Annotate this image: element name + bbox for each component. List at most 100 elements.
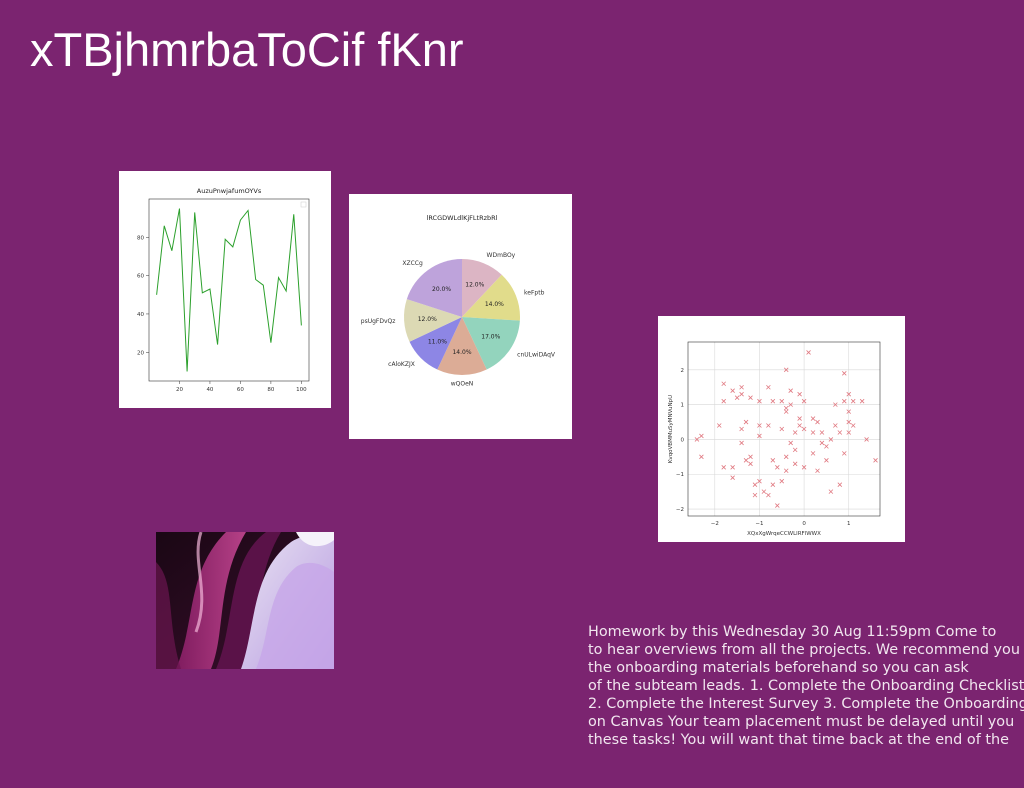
y-tick-label: 60 [137, 274, 144, 280]
x-tick-label: −2 [711, 521, 719, 527]
pie-percent-label: 20.0% [432, 286, 451, 293]
y-axis-label: KvqoVBMMuSyMNVuNpU [668, 395, 674, 463]
scatter-point [783, 468, 789, 474]
pie-slice [462, 317, 520, 370]
scatter-point-stroke [801, 426, 807, 432]
pie-slice [462, 274, 520, 321]
scatter-point-stroke [819, 440, 825, 446]
scatter-point-stroke [752, 482, 758, 487]
scatter-point-stroke [757, 433, 762, 439]
pie-chart-card: lRCGDWLdlKjFLtRzbRl 12.0% WDmBOy 14.0% keFpt… [349, 194, 572, 439]
scatter-point-stroke [828, 437, 834, 442]
scatter-point [841, 451, 847, 456]
scatter-point-stroke [783, 454, 789, 460]
x-tick-label: 80 [267, 387, 274, 393]
scatter-point [850, 398, 856, 404]
pie-percent-label: 12.0% [465, 282, 484, 289]
scatter-point-stroke [779, 478, 785, 484]
scatter-point [721, 381, 727, 387]
scatter-point [783, 405, 789, 411]
scatter-point [730, 464, 735, 470]
plot-frame [148, 198, 310, 382]
scatter-point [743, 419, 749, 425]
scatter-point [810, 416, 816, 421]
chart-title: lRCGDWLdlKjFLtRzbRl [427, 214, 498, 222]
scatter-point [837, 482, 843, 487]
scatter-point [694, 437, 700, 442]
scatter-point [846, 391, 852, 397]
scatter-point [739, 391, 744, 397]
scatter-point [757, 433, 762, 439]
scatter-point [819, 430, 825, 435]
scatter-point [779, 398, 785, 404]
scatter-point-stroke [748, 395, 753, 400]
homework-paragraph: Homework by this Wednesday 30 Aug 11:59p… [588, 623, 1024, 749]
scatter-point-stroke [757, 423, 762, 428]
scatter-point-stroke [699, 433, 704, 439]
paragraph-line: on Canvas Your team placement must be de… [588, 714, 1015, 730]
scatter-point-stroke [797, 391, 802, 397]
scatter-point-stroke [783, 367, 789, 373]
scatter-point-stroke [792, 461, 798, 467]
scatter-point-stroke [859, 398, 865, 404]
scatter-point [833, 402, 838, 407]
pie-slice [462, 259, 502, 317]
scatter-point [721, 464, 727, 470]
scatter-point [779, 426, 785, 432]
scatter-point-stroke [801, 464, 807, 470]
scatter-point [824, 458, 829, 463]
scatter-point-stroke [815, 419, 820, 425]
scatter-point-stroke [779, 426, 785, 432]
scatter-point-stroke [837, 482, 843, 487]
scatter-point-stroke [783, 405, 789, 411]
scatter-point [716, 423, 722, 428]
line-chart-card: AuzuPnwjafumOYVs 20 40 60 80 100 20 40 60 80 [119, 171, 331, 408]
pie-slice-label: keFptb [524, 289, 545, 296]
paragraph-line: these tasks! You will want that time bac… [588, 732, 1009, 748]
scatter-point [788, 388, 793, 394]
scatter-point [739, 426, 744, 432]
scatter-point [770, 482, 776, 487]
scatter-point-stroke [837, 430, 843, 435]
scatter-point-stroke [815, 468, 820, 474]
scatter-point [837, 430, 843, 435]
scatter-point-stroke [846, 391, 852, 397]
scatter-point [770, 458, 776, 463]
scatter-point [739, 440, 744, 446]
scatter-point [721, 398, 727, 404]
scatter-point-stroke [739, 440, 744, 446]
scatter-point-stroke [810, 451, 816, 456]
scatter-point [752, 482, 758, 487]
scatter-point [783, 454, 789, 460]
scatter-point-stroke [721, 464, 727, 470]
x-tick-label: 1 [847, 521, 851, 527]
scatter-point-stroke [797, 423, 802, 428]
scatter-point-stroke [775, 503, 780, 508]
scatter-point [748, 395, 753, 400]
pie-percent-label: 17.0% [481, 334, 500, 341]
scatter-point [757, 478, 762, 484]
scatter-point-stroke [730, 388, 735, 394]
y-tick-label: 20 [137, 350, 144, 356]
scatter-point [841, 371, 847, 376]
scatter-point [757, 398, 762, 404]
scatter-point [743, 458, 749, 463]
x-tick-label: 40 [206, 387, 213, 393]
abstract-art-image [156, 532, 334, 669]
scatter-point-stroke [730, 475, 735, 481]
scatter-point-stroke [716, 423, 722, 428]
plot-frame [687, 341, 881, 517]
pie-slice-label: cnULwiDAqV [517, 351, 556, 358]
scatter-point [792, 430, 798, 435]
y-tick-label: −2 [676, 507, 684, 513]
paragraph-line: Homework by this Wednesday 30 Aug 11:59p… [588, 624, 997, 640]
x-axis-label: XQxXgWrqeCCWLlRFlWWX [747, 531, 821, 537]
scatter-point-stroke [824, 458, 829, 463]
scatter-point-stroke [748, 454, 753, 460]
scatter-point [775, 464, 780, 470]
scatter-point-stroke [806, 350, 811, 355]
scatter-point [815, 419, 820, 425]
scatter-point-stroke [864, 437, 869, 442]
scatter-point-stroke [761, 489, 767, 494]
scatter-point [775, 503, 780, 508]
